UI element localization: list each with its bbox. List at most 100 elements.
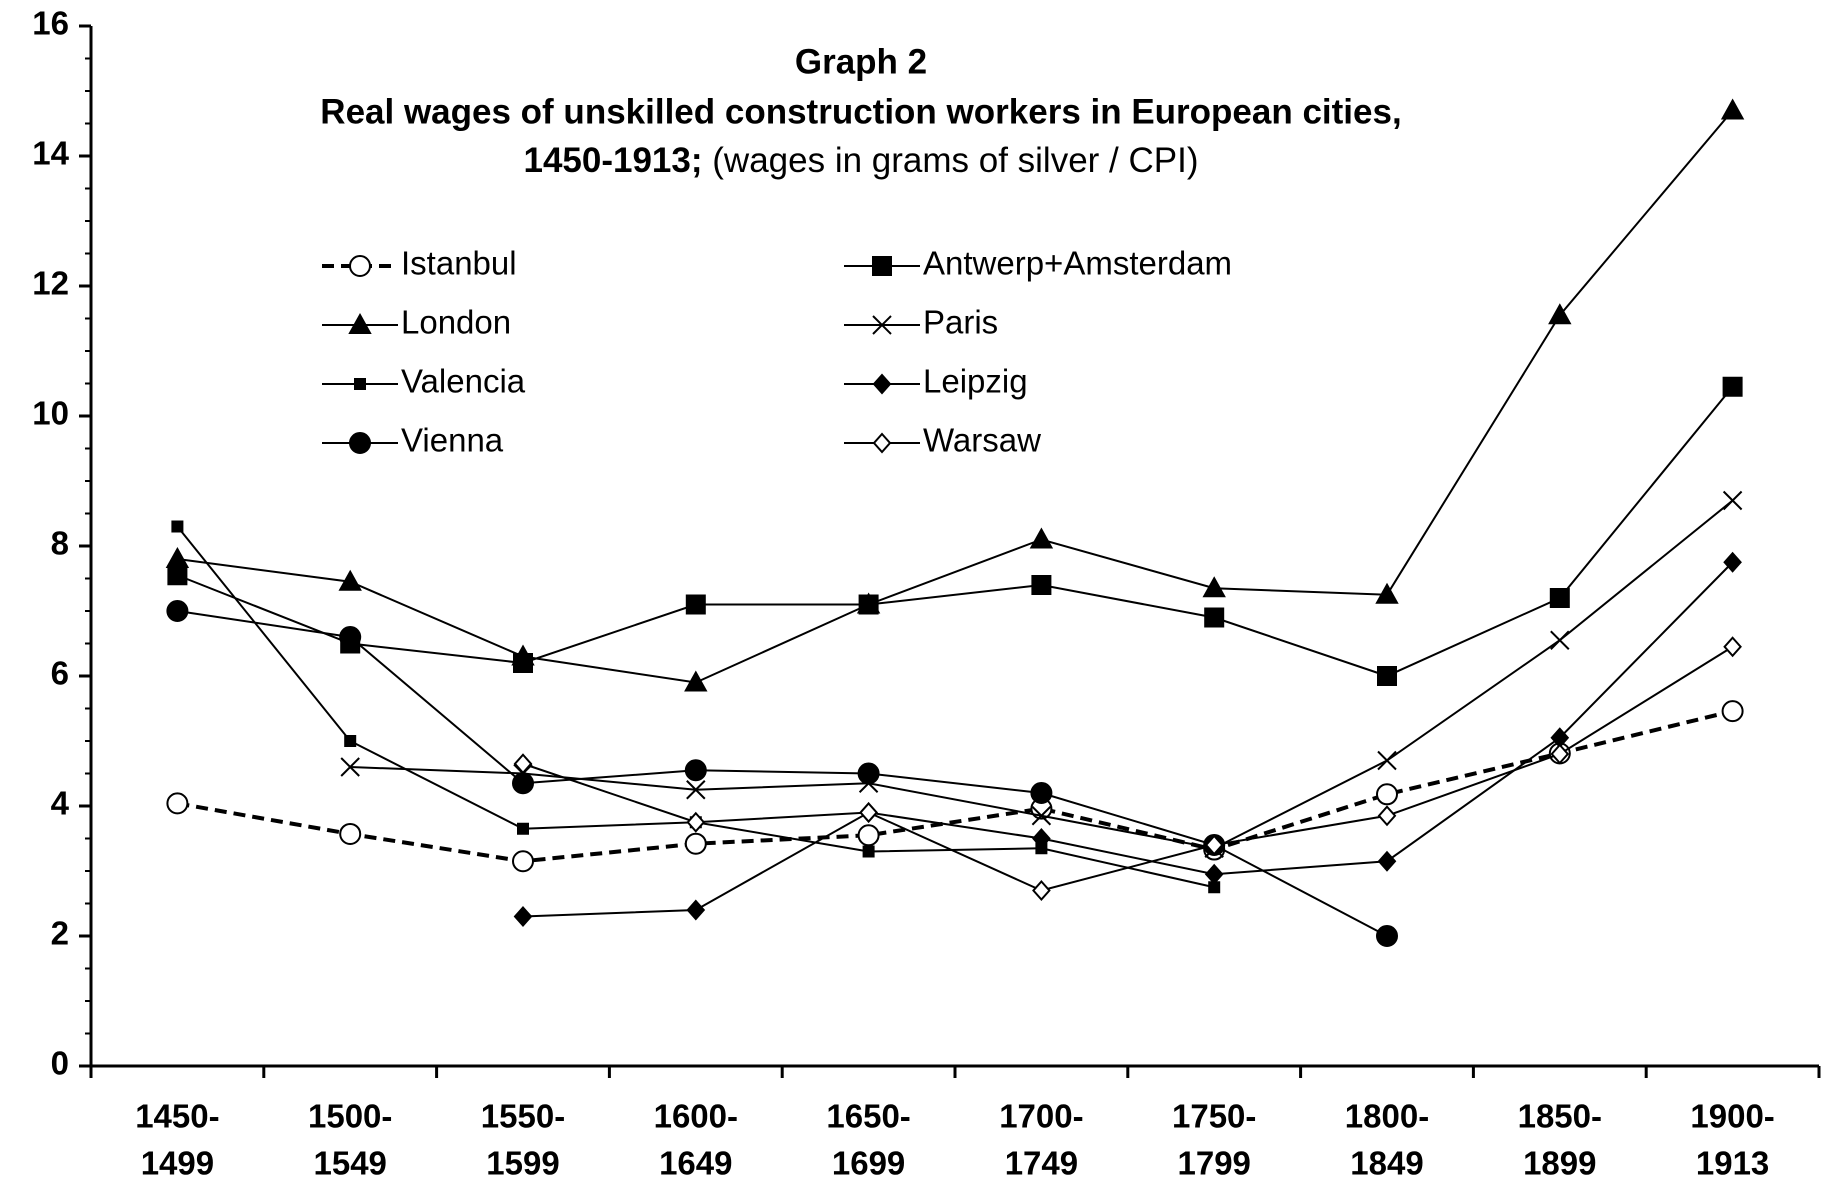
marker — [1204, 834, 1224, 856]
legend-marker — [349, 255, 371, 277]
y-tick-label: 2 — [51, 915, 69, 952]
legend-label: Istanbul — [401, 245, 517, 282]
marker — [1376, 925, 1398, 947]
marker — [344, 735, 357, 747]
x-tick-label: 1550- — [481, 1098, 565, 1135]
marker — [512, 850, 534, 873]
marker — [1723, 636, 1742, 658]
series-line — [177, 109, 1734, 684]
marker — [1377, 850, 1397, 872]
legend-label: Antwerp+Amsterdam — [923, 245, 1232, 282]
x-tick-label: 1599 — [486, 1145, 559, 1182]
marker — [859, 801, 878, 824]
y-tick-label: 6 — [51, 655, 69, 692]
marker — [1031, 806, 1052, 826]
legend-label: Leipzig — [923, 363, 1028, 400]
marker — [1377, 666, 1397, 686]
marker — [171, 520, 184, 533]
marker — [1032, 879, 1051, 902]
y-tick-label: 0 — [51, 1045, 69, 1082]
chart-subtitle: (wages in grams of silver / CPI) — [712, 141, 1198, 180]
marker — [166, 600, 189, 622]
marker — [1377, 805, 1397, 827]
x-tick-label: 1900- — [1690, 1098, 1774, 1135]
x-tick-label: 1499 — [141, 1145, 214, 1182]
x-tick-label: 1700- — [999, 1098, 1083, 1135]
marker — [1548, 303, 1572, 325]
series-line — [522, 645, 1734, 892]
marker — [511, 644, 535, 666]
series-line — [177, 709, 1734, 864]
series-line — [522, 561, 1734, 918]
x-tick-label: 1699 — [832, 1145, 905, 1182]
marker — [339, 822, 362, 845]
chart-title: Graph 2 — [795, 42, 927, 81]
x-tick-label: 1600- — [654, 1098, 738, 1135]
x-tick-label: 1849 — [1350, 1145, 1423, 1182]
marker — [1204, 607, 1225, 628]
marker — [1202, 576, 1226, 598]
marker — [167, 565, 188, 586]
marker — [857, 762, 880, 785]
marker — [1550, 743, 1570, 765]
marker — [686, 811, 706, 833]
legend-marker — [872, 432, 892, 454]
marker — [1377, 750, 1397, 771]
y-tick-label: 12 — [32, 265, 69, 302]
x-tick-label: 1650- — [826, 1098, 910, 1135]
marker — [1720, 98, 1745, 120]
legend-marker — [349, 432, 371, 454]
legend-label: Paris — [923, 304, 998, 341]
legend-label: London — [401, 304, 511, 341]
x-tick-label: 1800- — [1345, 1098, 1429, 1135]
x-tick-label: 1799 — [1177, 1145, 1250, 1182]
legend-marker — [354, 378, 366, 390]
marker — [1030, 782, 1053, 804]
x-tick-label: 1649 — [659, 1145, 732, 1182]
chart-title: 1450-1913; — [523, 141, 702, 180]
marker — [512, 772, 534, 795]
series-line — [177, 610, 1388, 937]
marker — [684, 832, 707, 855]
marker — [1032, 827, 1051, 850]
marker — [1722, 376, 1743, 397]
marker — [686, 899, 706, 921]
marker — [166, 792, 189, 815]
marker — [685, 594, 706, 615]
x-tick-label: 1899 — [1523, 1145, 1596, 1182]
legend-marker — [872, 256, 892, 276]
y-tick-label: 14 — [32, 135, 69, 172]
marker — [1722, 490, 1743, 511]
legend-marker — [872, 373, 892, 395]
marker — [684, 759, 707, 782]
x-tick-label: 1749 — [1005, 1145, 1078, 1182]
legend-label: Valencia — [401, 363, 526, 400]
marker — [1029, 527, 1054, 549]
marker — [1550, 630, 1570, 650]
marker — [513, 753, 533, 775]
marker — [165, 546, 190, 568]
marker — [517, 822, 529, 835]
y-tick-label: 8 — [51, 525, 69, 562]
marker — [856, 592, 881, 614]
legend-label: Warsaw — [923, 422, 1041, 459]
marker — [338, 569, 362, 591]
marker — [1723, 551, 1742, 573]
y-tick-label: 16 — [32, 5, 69, 42]
legend-marker — [872, 315, 892, 335]
chart-title: Real wages of unskilled construction wor… — [320, 92, 1401, 131]
legend-label: Vienna — [401, 422, 504, 459]
x-tick-label: 1913 — [1696, 1145, 1769, 1182]
chart-title: 1450-1913; (wages in grams of silver / C… — [523, 141, 1198, 180]
marker — [862, 845, 875, 858]
x-tick-label: 1549 — [313, 1145, 386, 1182]
marker — [684, 670, 708, 692]
marker — [1721, 700, 1744, 723]
marker — [339, 626, 362, 648]
marker — [1375, 582, 1399, 604]
x-tick-label: 1450- — [135, 1098, 219, 1135]
legend-marker — [348, 312, 372, 334]
marker — [686, 780, 706, 800]
x-tick-label: 1750- — [1172, 1098, 1256, 1135]
